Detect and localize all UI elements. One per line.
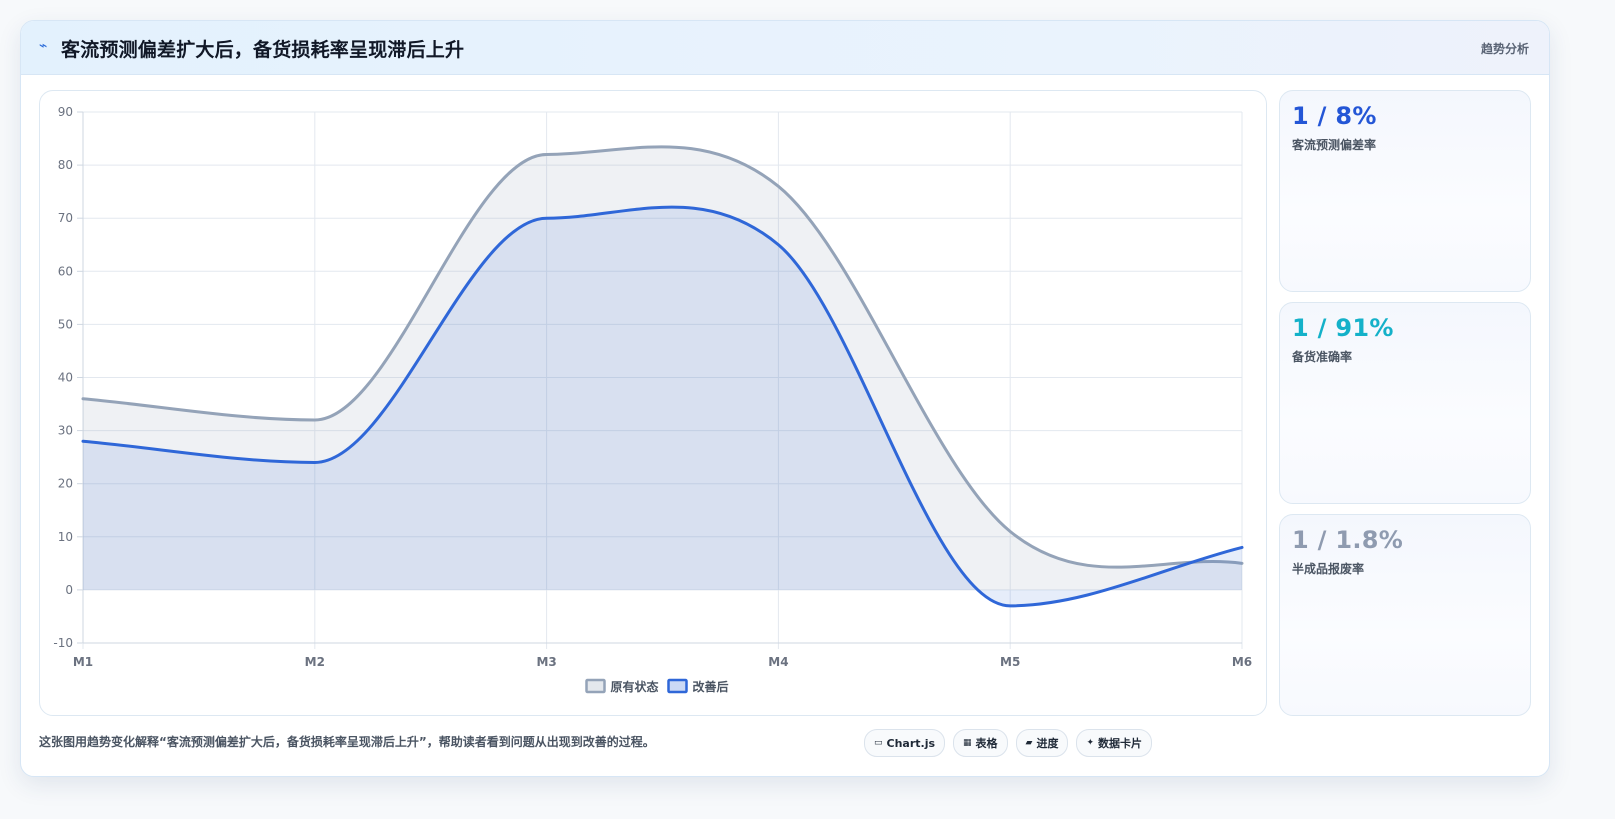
card-header: ⌁ 客流预测偏差扩大后，备货损耗率呈现滞后上升 趋势分析 [21,21,1549,75]
legend-swatch [585,678,606,694]
y-tick-label: 20 [58,477,73,491]
kpi-value: 1 / 8% [1292,102,1377,130]
card-icon: ✦ [1086,738,1095,748]
chip-label: 表格 [975,737,998,750]
x-tick-label: M5 [1000,655,1020,669]
legend-label: 原有状态 [611,679,659,694]
page-title: 客流预测偏差扩大后，备货损耗率呈现滞后上升 [61,39,465,61]
y-tick-label: 40 [58,371,73,385]
kpi-label: 半成品报废率 [1292,562,1365,576]
series-area-1 [83,146,1242,590]
kpi-card-forecast-deviation: 1 / 8% 客流预测偏差率 [1279,90,1531,292]
series-line-1 [81,145,1244,569]
y-tick-label: 0 [65,583,73,597]
progress-icon: ▰ [1025,738,1033,748]
chip-label: Chart.js [886,736,936,750]
lightning-icon: ⌁ [39,38,48,54]
x-tick-label: M6 [1232,655,1252,669]
chip-chartjs[interactable]: ▭ Chart.js [864,729,946,757]
chip-label: 数据卡片 [1098,737,1143,750]
kpi-card-stock-accuracy: 1 / 91% 备货准确率 [1279,302,1531,504]
y-tick-label: 80 [58,158,73,172]
chip-progress[interactable]: ▰ 进度 [1015,729,1069,757]
legend-swatch [667,678,688,694]
trend-chart: -10 0 10 20 30 40 50 60 70 80 90 M1 M2 M3 M4 M5 M6 原有状态 改善… [53,105,1252,694]
y-tick-label: 10 [58,530,73,544]
chart-description: 这张图用趋势变化解释“客流预测偏差扩大后，备货损耗率呈现滞后上升”，帮助读者看到… [39,735,655,749]
chart-icon: ▭ [874,738,883,748]
y-tick-label: 30 [58,424,73,438]
kpi-value: 1 / 1.8% [1292,526,1404,554]
kpi-value: 1 / 91% [1292,314,1394,342]
y-tick-label: -10 [53,636,73,650]
table-icon: ▦ [963,738,972,748]
x-tick-label: M1 [73,655,93,669]
kpi-card-scrap-rate: 1 / 1.8% 半成品报废率 [1279,514,1531,716]
dashboard-card: ⌁ 客流预测偏差扩大后，备货损耗率呈现滞后上升 趋势分析 -10 0 10 20 30 4… [20,20,1550,777]
series-area-2 [83,207,1242,606]
y-tick-label: 70 [58,211,73,225]
y-tick-label: 60 [58,264,73,278]
kpi-label: 客流预测偏差率 [1292,138,1377,152]
category-tag: 趋势分析 [1480,42,1529,56]
y-tick-label: 90 [58,105,73,119]
legend-label: 改善后 [693,679,729,694]
chip-label: 进度 [1036,737,1059,750]
chart-panel: -10 0 10 20 30 40 50 60 70 80 90 M1 M2 M3 M4 M5 M6 原有状态 改善… [39,90,1267,716]
y-tick-label: 50 [58,317,73,331]
series-line-2 [81,205,1244,608]
x-tick-label: M2 [305,655,325,669]
chip-table[interactable]: ▦ 表格 [953,729,1008,757]
kpi-label: 备货准确率 [1292,350,1353,364]
x-tick-label: M4 [768,655,788,669]
chip-data-card[interactable]: ✦ 数据卡片 [1076,729,1153,757]
x-tick-label: M3 [536,655,556,669]
chip-group: ▭ Chart.js ▦ 表格 ▰ 进度 ✦ 数据卡片 [864,729,1153,757]
